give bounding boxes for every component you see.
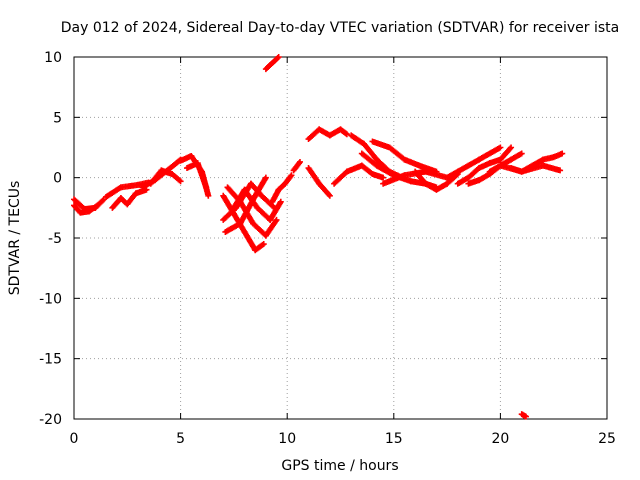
data-point [270,203,277,210]
series-track-14 [269,172,295,205]
data-point [559,150,566,157]
data-point [277,198,284,205]
data-point [177,178,184,185]
series-track-13 [222,174,269,235]
series-track-19 [331,162,387,187]
data-point [205,192,212,199]
data-point [203,184,210,191]
data-point [557,167,564,174]
x-tick-label: 20 [491,431,509,447]
data-point [94,202,101,209]
series-track-26 [454,144,515,187]
x-tick-label: 10 [278,431,296,447]
data-point [518,150,525,157]
x-tick-label: 0 [70,431,79,447]
chart-title: Day 012 of 2024, Sidereal Day-to-day VTE… [61,20,619,36]
series-track-24 [412,168,461,193]
series-track-16 [290,158,303,174]
y-tick-label: 10 [44,50,62,66]
data-point [260,241,267,248]
data-point [262,174,269,181]
series-track-30 [518,411,529,420]
series-track-25 [444,144,504,181]
series-track-6 [147,167,184,187]
series-track-22 [369,138,440,175]
y-tick-label: -15 [39,352,62,368]
data-points [71,54,566,420]
data-point [497,144,504,151]
data-point [508,144,515,151]
data-point [522,413,529,420]
data-point [273,216,280,223]
y-tick-label: -5 [48,231,62,247]
data-point [507,145,514,152]
series-track-15 [262,54,282,73]
y-tick-label: -10 [39,291,62,307]
data-point [343,131,350,138]
series-track-2 [71,202,101,216]
y-tick-label: 0 [53,171,62,187]
series-track-29 [508,150,566,175]
y-axis-label: SDTVAR / TECUs [7,181,23,296]
data-point [288,172,295,179]
x-tick-label: 15 [385,431,403,447]
series-track-17 [305,126,350,143]
series-track-18 [305,165,333,199]
y-tick-label: -20 [39,412,62,428]
data-point [274,55,281,62]
data-point [342,130,349,137]
grid-lines [74,57,607,419]
data-point [99,197,106,204]
y-tick-label: 5 [53,110,62,126]
x-tick-label: 25 [598,431,616,447]
x-axis: 0 5 10 15 20 25 [70,57,616,447]
data-point [380,174,387,181]
y-axis: 10 5 0 -5 -10 -15 -20 [39,50,607,428]
data-point [275,54,282,60]
data-point [326,192,333,199]
x-tick-label: 5 [176,431,185,447]
data-point [296,158,303,165]
x-axis-label: GPS time / hours [281,458,398,474]
series-track-8 [183,160,210,191]
data-point [271,204,278,211]
data-point [325,191,332,198]
